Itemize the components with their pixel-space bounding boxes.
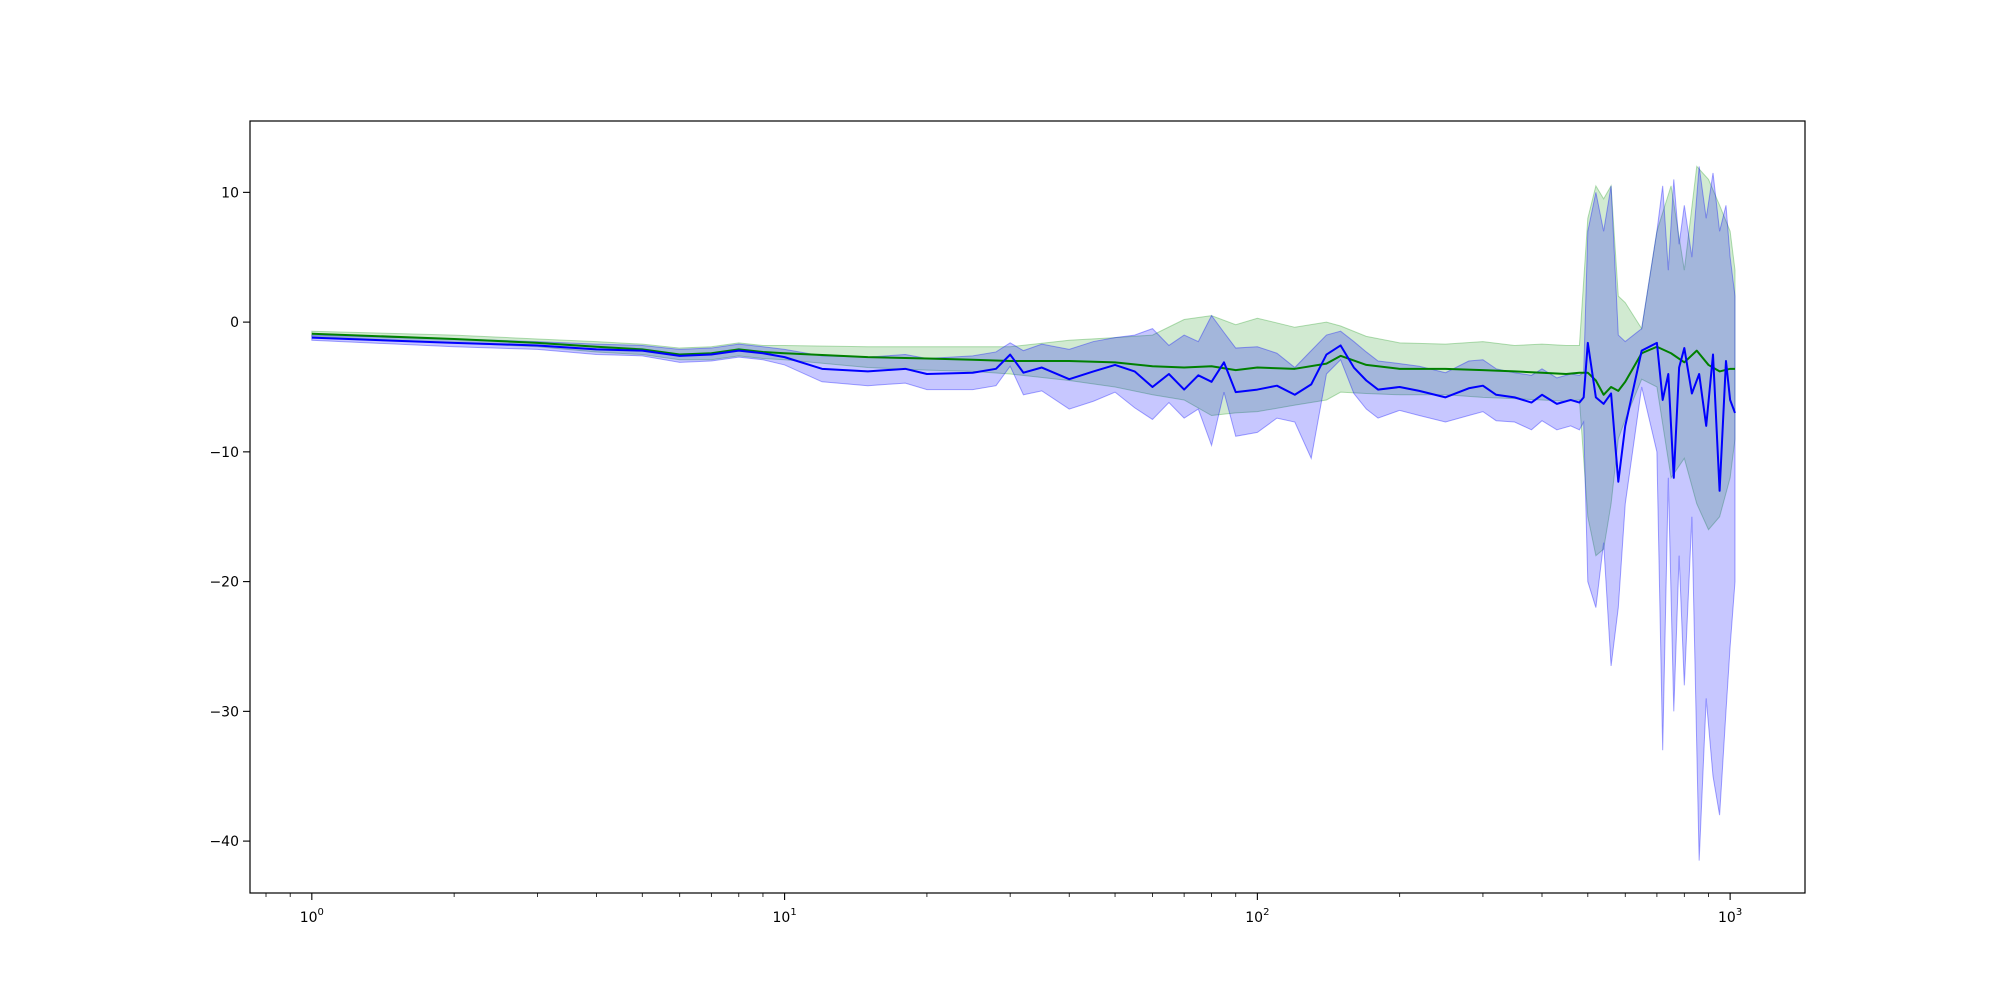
y-tick-label: −20 bbox=[209, 575, 239, 591]
confidence-bands bbox=[311, 165, 1736, 861]
x-tick-label: 100 bbox=[300, 907, 324, 926]
y-axis: 10 0 −10 −20 −30 −40 bbox=[209, 185, 250, 850]
series-2-band bbox=[311, 166, 1736, 861]
y-tick-label: −10 bbox=[209, 445, 239, 461]
x-tick-label: 103 bbox=[1718, 907, 1742, 926]
y-tick-label: −40 bbox=[209, 834, 239, 850]
series-lines bbox=[311, 332, 1736, 492]
x-tick-label: 102 bbox=[1245, 907, 1269, 926]
y-tick-label: 0 bbox=[230, 315, 239, 331]
y-tick-label: 10 bbox=[221, 185, 239, 201]
y-tick-label: −30 bbox=[209, 704, 239, 720]
x-tick-label: 101 bbox=[772, 907, 796, 926]
series-2-line bbox=[311, 336, 1736, 492]
series-1-line bbox=[311, 332, 1735, 396]
plot-frame bbox=[249, 120, 1806, 894]
x-axis: 100 101 102 103 bbox=[265, 893, 1742, 926]
